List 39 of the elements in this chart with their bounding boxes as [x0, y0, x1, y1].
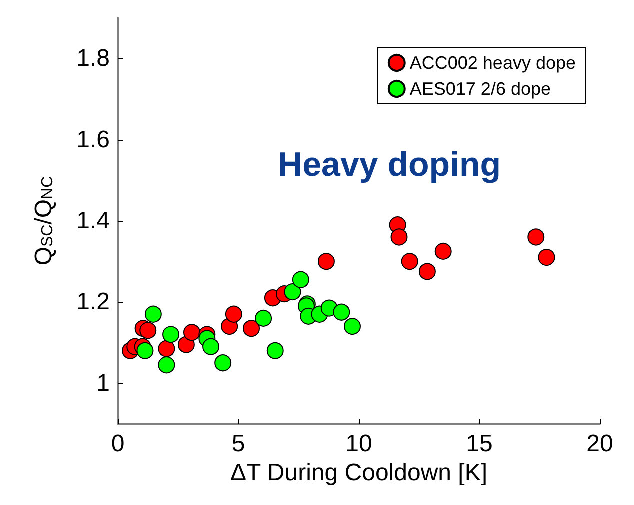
point — [255, 310, 272, 327]
annotation: Heavy doping — [278, 146, 502, 184]
y-axis-title: QSC/QNC — [30, 176, 58, 266]
x-tick-label: 5 — [232, 430, 246, 458]
point — [538, 249, 556, 266]
point — [418, 263, 436, 280]
point — [333, 304, 350, 321]
legend-label: AES017 2/6 dope — [410, 79, 552, 99]
point — [344, 318, 361, 336]
point — [184, 324, 200, 342]
point — [284, 284, 302, 301]
point — [162, 326, 180, 344]
point — [136, 342, 154, 360]
point — [158, 340, 176, 358]
y-tick-label: 1.4 — [76, 208, 110, 234]
x-axis-title: ΔT During Cooldown [K] — [230, 459, 488, 486]
legend-label: ACC002 heavy dope — [410, 53, 576, 73]
point — [434, 242, 452, 260]
point — [144, 306, 162, 323]
point — [390, 228, 408, 246]
y-tick-label: 1.2 — [76, 288, 110, 316]
x-tick-label: 20 — [586, 430, 614, 458]
x-tick-label: 15 — [466, 430, 493, 458]
point — [158, 356, 176, 374]
point — [214, 354, 232, 372]
y-tick-label: 1.8 — [76, 45, 110, 72]
x-tick-label: 10 — [346, 430, 372, 458]
point — [225, 306, 242, 323]
y-tick-label: 1.6 — [76, 126, 110, 154]
point — [266, 342, 284, 360]
point — [318, 253, 335, 270]
x-tick-label: 0 — [111, 430, 125, 458]
point — [243, 320, 260, 338]
point — [140, 322, 157, 340]
y-tick-label: 1 — [96, 370, 110, 397]
point — [292, 271, 310, 288]
point — [401, 253, 418, 270]
point — [528, 228, 545, 246]
point — [202, 338, 220, 356]
